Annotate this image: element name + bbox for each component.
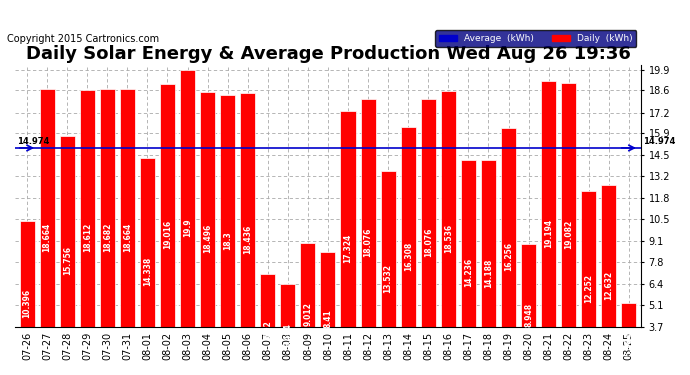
Text: 18.076: 18.076 — [364, 227, 373, 257]
Bar — [59, 135, 75, 375]
Bar — [340, 111, 355, 375]
Text: 15.756: 15.756 — [63, 246, 72, 275]
Text: 18.076: 18.076 — [424, 227, 433, 257]
Bar — [200, 92, 215, 375]
Bar — [601, 185, 616, 375]
Bar — [280, 284, 295, 375]
Bar — [622, 303, 636, 375]
Text: 6.404: 6.404 — [284, 323, 293, 346]
Text: 14.338: 14.338 — [143, 257, 152, 286]
Bar — [581, 191, 596, 375]
Text: 18.436: 18.436 — [243, 225, 253, 254]
Bar — [160, 84, 175, 375]
Bar — [19, 220, 34, 375]
Bar — [381, 171, 395, 375]
Bar — [240, 93, 255, 375]
Bar — [180, 70, 195, 375]
Bar — [220, 95, 235, 375]
Bar — [421, 99, 436, 375]
Bar — [39, 89, 55, 375]
Bar — [501, 128, 516, 375]
Bar — [300, 243, 315, 375]
Text: 7.02: 7.02 — [264, 320, 273, 339]
Text: 18.536: 18.536 — [444, 224, 453, 253]
Text: 19.082: 19.082 — [564, 219, 573, 249]
Bar — [120, 89, 135, 375]
Text: 18.664: 18.664 — [43, 223, 52, 252]
Bar — [561, 83, 576, 375]
Text: 16.308: 16.308 — [404, 242, 413, 271]
Text: 16.256: 16.256 — [504, 242, 513, 271]
Text: 19.194: 19.194 — [544, 219, 553, 248]
Text: 18.682: 18.682 — [103, 223, 112, 252]
Text: 8.948: 8.948 — [524, 302, 533, 327]
Text: 14.236: 14.236 — [464, 258, 473, 287]
Text: 14.974: 14.974 — [643, 136, 676, 146]
Text: 18.664: 18.664 — [123, 223, 132, 252]
Title: Daily Solar Energy & Average Production Wed Aug 26 19:36: Daily Solar Energy & Average Production … — [26, 45, 631, 63]
Text: 14.188: 14.188 — [484, 258, 493, 288]
Text: 18.612: 18.612 — [83, 223, 92, 252]
Text: 14.974: 14.974 — [17, 136, 50, 146]
Text: 10.396: 10.396 — [23, 288, 32, 318]
Text: 19.016: 19.016 — [163, 220, 172, 249]
Bar — [140, 158, 155, 375]
Text: 12.632: 12.632 — [604, 271, 613, 300]
Legend: Average  (kWh), Daily  (kWh): Average (kWh), Daily (kWh) — [435, 30, 636, 46]
Bar — [441, 92, 456, 375]
Text: 18.3: 18.3 — [223, 231, 232, 250]
Text: 12.252: 12.252 — [584, 274, 593, 303]
Bar — [541, 81, 556, 375]
Text: 8.41: 8.41 — [324, 309, 333, 328]
Text: 19.9: 19.9 — [183, 218, 192, 237]
Bar — [461, 160, 476, 375]
Bar — [401, 127, 415, 375]
Bar — [481, 160, 496, 375]
Text: 13.532: 13.532 — [384, 264, 393, 292]
Bar — [521, 243, 536, 375]
Text: 17.324: 17.324 — [344, 233, 353, 262]
Text: 5.184: 5.184 — [624, 332, 633, 356]
Text: Copyright 2015 Cartronics.com: Copyright 2015 Cartronics.com — [7, 34, 159, 44]
Bar — [320, 252, 335, 375]
Bar — [260, 274, 275, 375]
Text: 18.496: 18.496 — [203, 224, 212, 254]
Text: 9.012: 9.012 — [304, 302, 313, 326]
Bar — [361, 99, 375, 375]
Bar — [100, 89, 115, 375]
Bar — [80, 90, 95, 375]
